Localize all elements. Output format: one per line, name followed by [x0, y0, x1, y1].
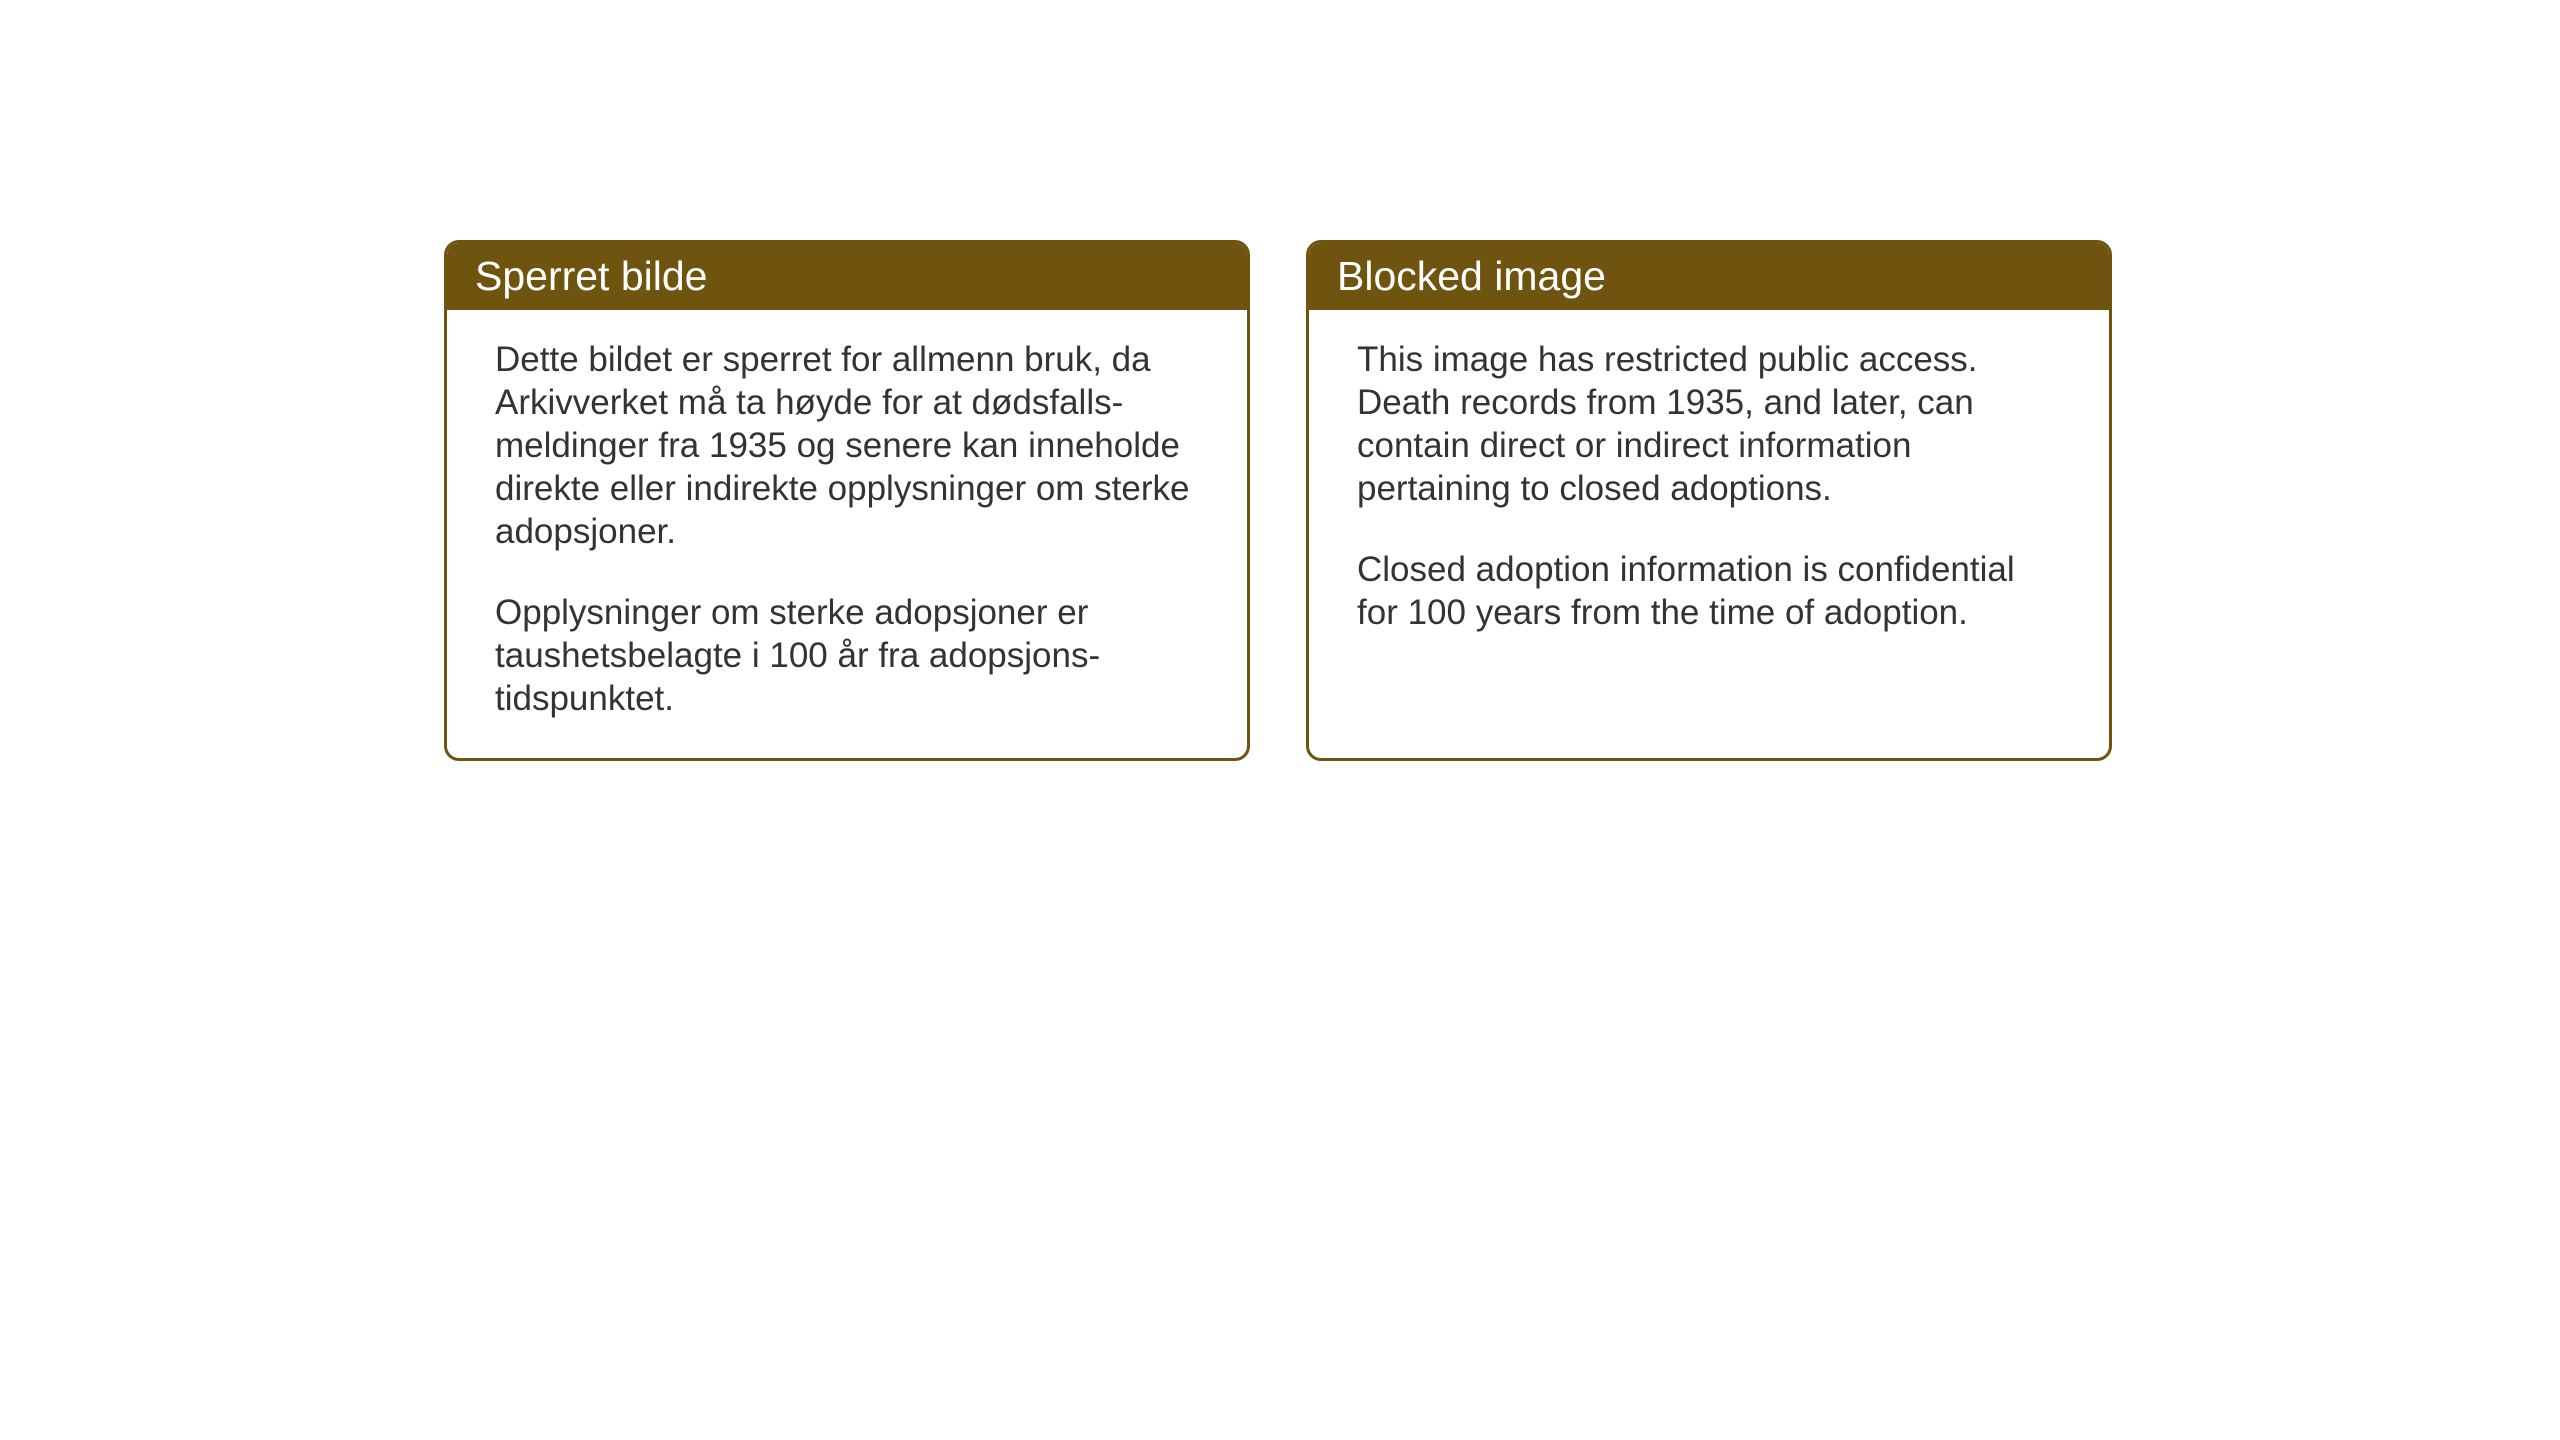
english-card-title: Blocked image: [1309, 243, 2109, 310]
norwegian-notice-card: Sperret bilde Dette bildet er sperret fo…: [444, 240, 1250, 761]
english-paragraph-2: Closed adoption information is confident…: [1357, 548, 2061, 634]
norwegian-paragraph-2: Opplysninger om sterke adopsjoner er tau…: [495, 591, 1199, 720]
english-paragraph-1: This image has restricted public access.…: [1357, 338, 2061, 510]
norwegian-paragraph-1: Dette bildet er sperret for allmenn bruk…: [495, 338, 1199, 553]
norwegian-card-title: Sperret bilde: [447, 243, 1247, 310]
notice-container: Sperret bilde Dette bildet er sperret fo…: [444, 240, 2112, 761]
english-card-body: This image has restricted public access.…: [1309, 310, 2109, 672]
norwegian-card-body: Dette bildet er sperret for allmenn bruk…: [447, 310, 1247, 758]
english-notice-card: Blocked image This image has restricted …: [1306, 240, 2112, 761]
